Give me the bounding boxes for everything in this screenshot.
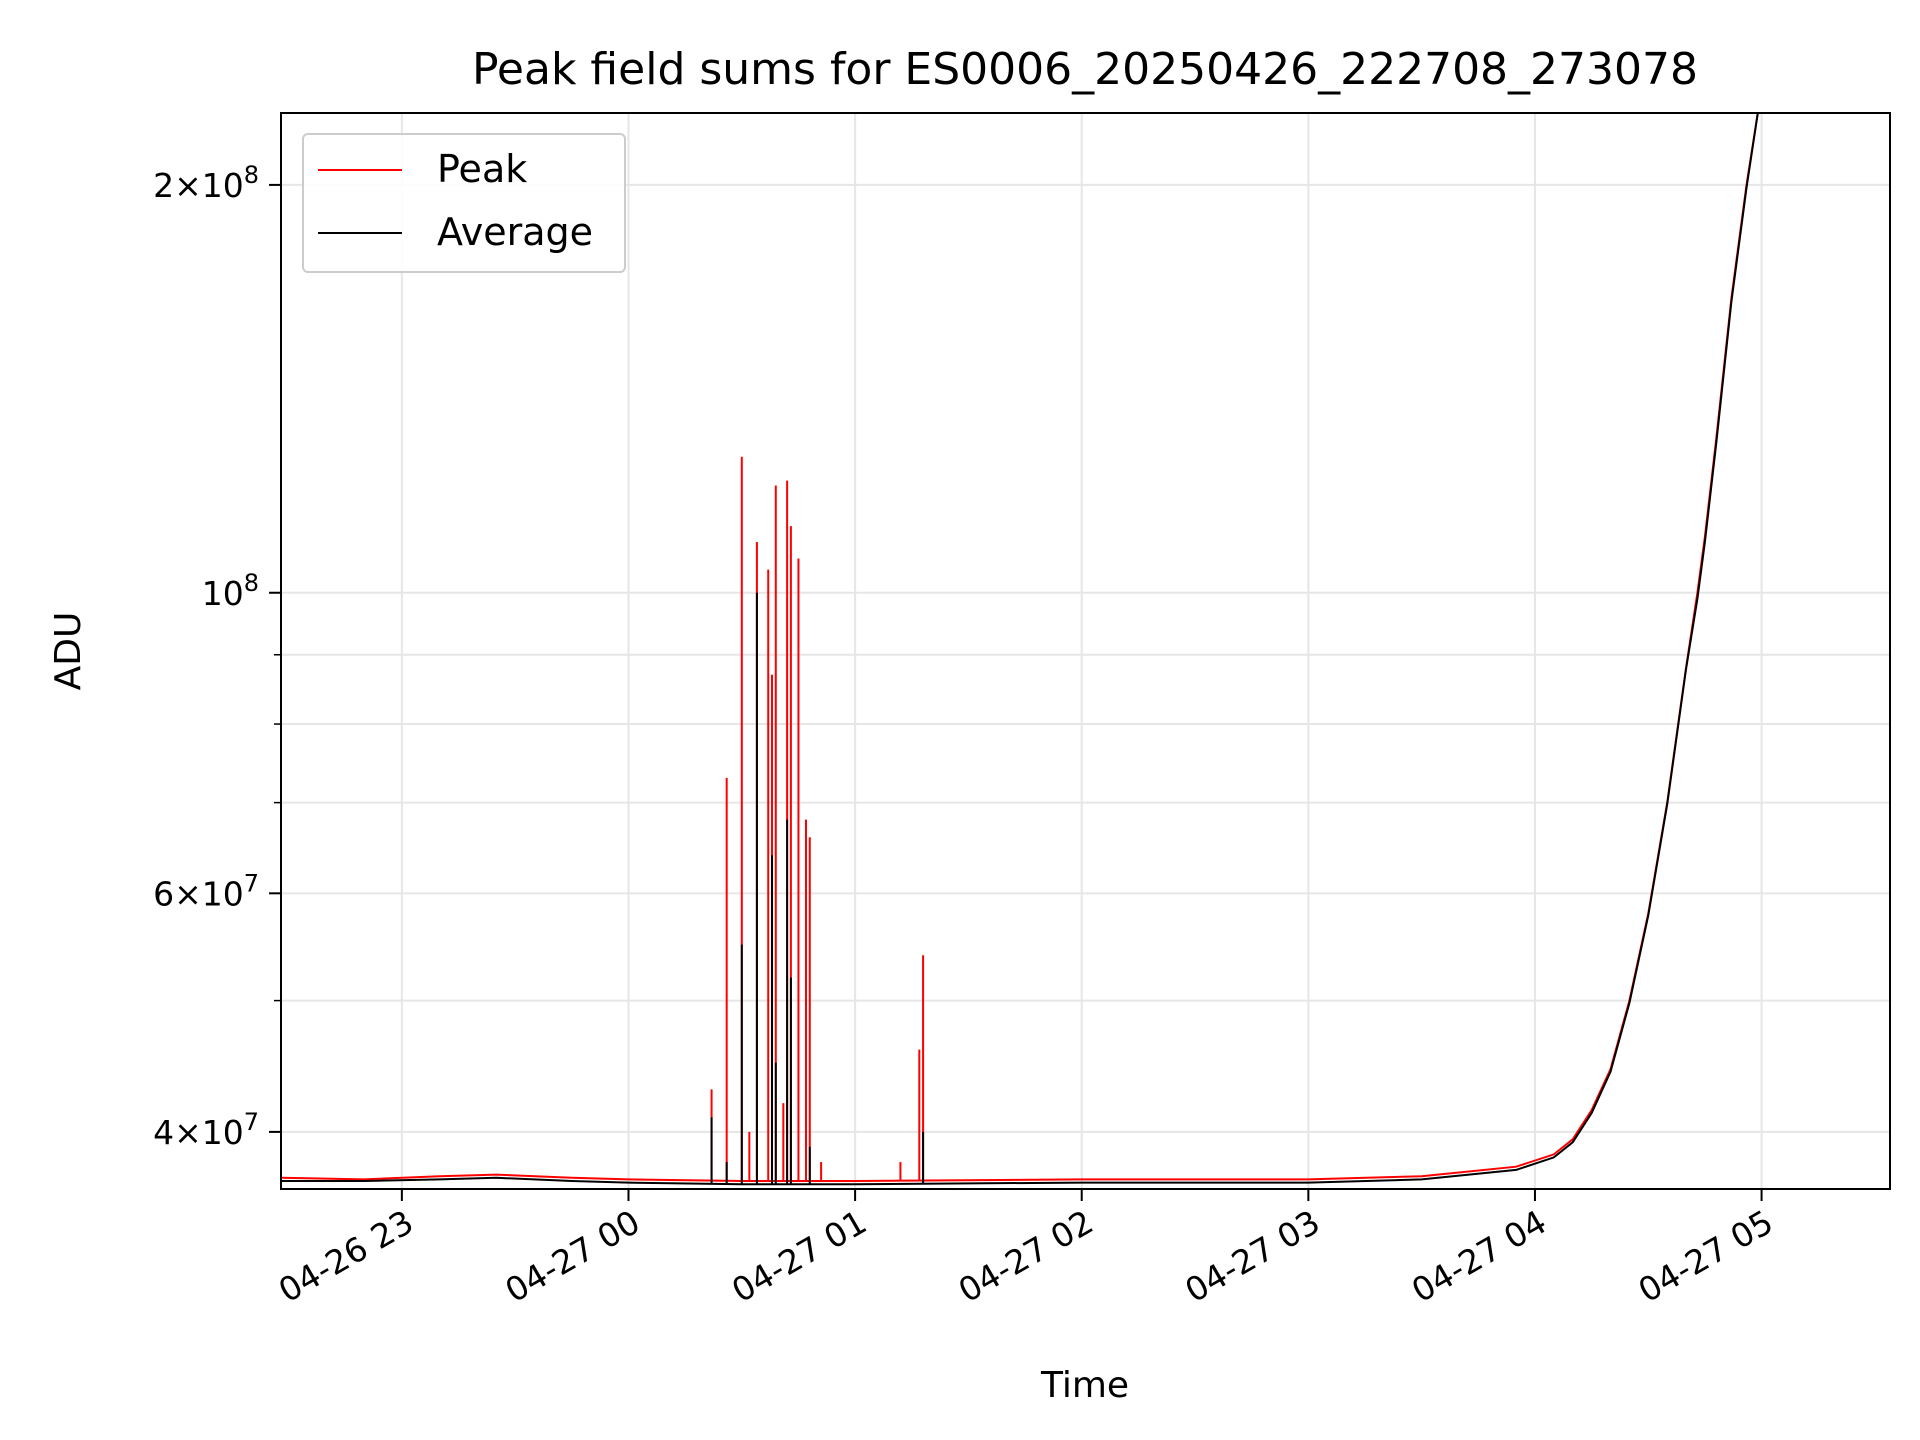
- grid: [281, 113, 1890, 1189]
- chart-title: Peak field sums for ES0006_20250426_2227…: [472, 44, 1698, 95]
- y-tick-label: 2×108: [153, 161, 259, 205]
- y-tick-label: 4×107: [153, 1108, 259, 1152]
- legend: Peak Average: [302, 133, 626, 273]
- y-tick-label: 108: [202, 569, 259, 613]
- y-tick-label: 6×107: [153, 869, 259, 913]
- legend-box: [302, 133, 626, 273]
- series-line-average: [281, 113, 1759, 1186]
- y-axis-title: ADU: [48, 612, 89, 691]
- series-average: [281, 113, 1759, 1186]
- plot-frame: [280, 112, 1891, 1190]
- legend-peak-label: Peak: [437, 147, 527, 191]
- legend-average-label: Average: [437, 210, 593, 254]
- x-axis-title: Time: [1040, 1365, 1129, 1406]
- series-lines: [281, 113, 1759, 1186]
